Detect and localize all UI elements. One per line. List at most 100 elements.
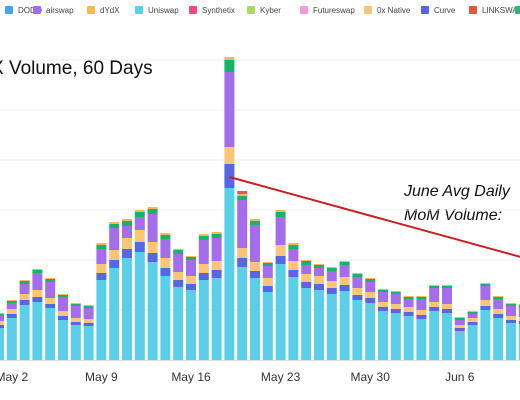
bar-segment-0x-native[interactable] <box>32 290 43 297</box>
bar-stack[interactable] <box>58 294 68 360</box>
bar-segment-dydx[interactable] <box>314 264 324 265</box>
bar-segment-uniswap[interactable] <box>198 280 209 360</box>
bar-segment-0x-native[interactable] <box>416 310 427 315</box>
bar-stack[interactable] <box>147 207 158 360</box>
bar-segment-balancer[interactable] <box>173 250 184 254</box>
bar-segment-dydx[interactable] <box>480 283 491 284</box>
bar-segment-dydx[interactable] <box>0 313 4 314</box>
bar-segment-balancer[interactable] <box>237 196 248 200</box>
bar-stack[interactable] <box>83 305 94 360</box>
bar-segment-airswap[interactable] <box>518 307 520 317</box>
bar-segment-uniswap[interactable] <box>186 290 196 360</box>
legend-item-0x-native[interactable]: 0x Native <box>364 4 410 16</box>
bar-segment-airswap[interactable] <box>83 308 94 319</box>
bar-segment-dydx[interactable] <box>198 234 209 236</box>
bar-segment-curve[interactable] <box>301 282 312 288</box>
bar-segment-0x-native[interactable] <box>224 147 235 164</box>
bar-segment-curve[interactable] <box>378 307 388 311</box>
bar-segment-airswap[interactable] <box>429 288 440 302</box>
bar-segment-0x-native[interactable] <box>390 304 401 309</box>
bar-stack[interactable] <box>506 303 516 360</box>
bar-segment-uniswap[interactable] <box>237 267 248 360</box>
legend-item-synthetix[interactable]: Synthetix <box>189 4 235 16</box>
bar-segment-curve[interactable] <box>83 323 94 326</box>
bar-segment-curve[interactable] <box>109 260 120 268</box>
bar-segment-airswap[interactable] <box>378 292 388 302</box>
bar-segment-0x-native[interactable] <box>326 281 337 288</box>
bar-segment-dydx[interactable] <box>6 300 17 301</box>
bar-segment-0x-native[interactable] <box>147 242 158 253</box>
bar-segment-airswap[interactable] <box>250 225 260 262</box>
bar-segment-uniswap[interactable] <box>314 290 324 360</box>
bar-segment-curve[interactable] <box>45 304 56 308</box>
bar-segment-0x-native[interactable] <box>96 264 107 273</box>
bar-segment-balancer[interactable] <box>198 236 209 240</box>
bar-segment-dydx[interactable] <box>32 269 43 270</box>
bar-segment-curve[interactable] <box>32 297 43 302</box>
bar-segment-balancer[interactable] <box>275 212 286 217</box>
bar-segment-curve[interactable] <box>122 249 132 258</box>
bar-segment-dydx[interactable] <box>275 210 286 212</box>
bar-segment-airswap[interactable] <box>301 265 312 274</box>
bar-segment-0x-native[interactable] <box>134 230 145 242</box>
bar-segment-dydx[interactable] <box>83 305 94 306</box>
bar-segment-curve[interactable] <box>134 242 145 252</box>
bar-segment-uniswap[interactable] <box>288 277 299 360</box>
bar-segment-dydx[interactable] <box>352 273 363 274</box>
bar-segment-balancer[interactable] <box>224 60 235 72</box>
bar-segment-0x-native[interactable] <box>0 321 4 325</box>
bar-segment-curve[interactable] <box>186 284 196 290</box>
bar-segment-balancer[interactable] <box>109 224 120 228</box>
bar-segment-balancer[interactable] <box>262 263 273 266</box>
bar-stack[interactable] <box>0 313 4 360</box>
bar-segment-dydx[interactable] <box>326 267 337 268</box>
bar-segment-0x-native[interactable] <box>480 300 491 306</box>
bar-segment-airswap[interactable] <box>6 303 17 309</box>
bar-segment-0x-native[interactable] <box>493 309 504 314</box>
bar-segment-balancer[interactable] <box>58 295 68 297</box>
bar-segment-airswap[interactable] <box>109 228 120 250</box>
bar-segment-curve[interactable] <box>493 314 504 318</box>
legend-item-linkswap[interactable]: LINKSWAP <box>469 4 520 16</box>
bar-segment-0x-native[interactable] <box>454 325 465 328</box>
bar-segment-balancer[interactable] <box>160 235 171 239</box>
bar-segment-airswap[interactable] <box>442 288 452 304</box>
bar-segment-airswap[interactable] <box>45 282 56 298</box>
bar-segment-curve[interactable] <box>442 309 452 313</box>
bar-segment-uniswap[interactable] <box>326 294 337 360</box>
bar-segment-0x-native[interactable] <box>518 317 520 321</box>
bar-segment-dydx[interactable] <box>186 256 196 257</box>
bar-segment-0x-native[interactable] <box>429 302 440 307</box>
bar-segment-uniswap[interactable] <box>429 311 440 360</box>
bar-segment-airswap[interactable] <box>262 266 273 278</box>
bar-segment-curve[interactable] <box>365 298 376 303</box>
bar-segment-airswap[interactable] <box>186 260 196 276</box>
bar-segment-dydx[interactable] <box>45 278 56 279</box>
bar-segment-balancer[interactable] <box>83 306 94 308</box>
bar-segment-curve[interactable] <box>480 306 491 310</box>
bar-segment-0x-native[interactable] <box>250 262 260 271</box>
bar-segment-uniswap[interactable] <box>32 302 43 360</box>
bar-stack[interactable] <box>237 191 248 360</box>
bar-segment-0x-native[interactable] <box>70 318 81 322</box>
bar-segment-balancer[interactable] <box>518 305 520 307</box>
legend-item-airswap[interactable]: airswap <box>33 4 74 16</box>
bar-segment-uniswap[interactable] <box>403 316 414 360</box>
bar-segment-uniswap[interactable] <box>134 252 145 360</box>
bar-segment-curve[interactable] <box>390 309 401 313</box>
bar-segment-0x-native[interactable] <box>314 276 324 284</box>
bar-segment-balancer[interactable] <box>0 314 4 316</box>
bar-stack[interactable] <box>301 260 312 360</box>
bar-segment-uniswap[interactable] <box>467 325 478 360</box>
bar-segment-0x-native[interactable] <box>288 261 299 270</box>
bar-segment-curve[interactable] <box>173 280 184 287</box>
bar-segment-dydx[interactable] <box>365 278 376 279</box>
bar-segment-dydx[interactable] <box>250 219 260 221</box>
bar-segment-airswap[interactable] <box>365 282 376 292</box>
bar-segment-dydx[interactable] <box>403 296 414 297</box>
bar-segment-airswap[interactable] <box>160 239 171 258</box>
bar-segment-airswap[interactable] <box>70 306 81 318</box>
bar-stack[interactable] <box>429 285 440 360</box>
bar-segment-airswap[interactable] <box>352 277 363 288</box>
bar-segment-dydx[interactable] <box>147 207 158 209</box>
